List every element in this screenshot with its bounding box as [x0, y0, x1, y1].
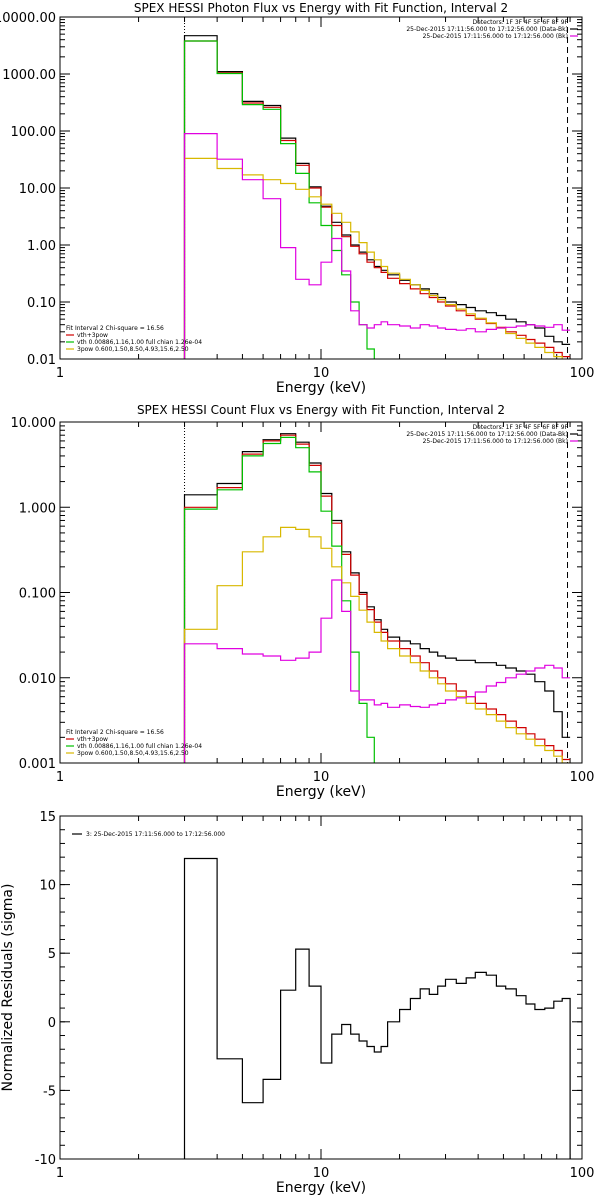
- legend-bottomleft-text: vth 0.00886,1.16,1.00 full chian 1.26e-0…: [77, 339, 202, 346]
- legend-bottomleft-text: vth 0.00886,1.16,1.00 full chian 1.26e-0…: [77, 743, 202, 750]
- chart-title: SPEX HESSI Count Flux vs Energy with Fit…: [137, 403, 505, 417]
- x-tick-label: 100: [570, 366, 595, 381]
- legend-topright-text: 25-Dec-2015 17:11:56.000 to 17:12:56.000…: [406, 431, 568, 438]
- x-tick-label: 1: [56, 770, 64, 785]
- chart-panel-1: SPEX HESSI Photon Flux vs Energy with Fi…: [0, 1, 594, 396]
- series-3pow: [183, 157, 563, 359]
- y-tick-label: 0.01: [27, 353, 56, 368]
- series-vth: [183, 436, 375, 763]
- series-group: [183, 857, 571, 1159]
- series-vth-3pow: [183, 434, 571, 763]
- legend-fit-header: Fit Interval 2 Chi-square = 16.56: [66, 325, 164, 332]
- y-tick-label: 0.010: [19, 672, 56, 687]
- x-axis-label: Energy (keV): [276, 380, 366, 396]
- y-tick-label: 0.001: [19, 757, 56, 772]
- y-tick-label: 10000.00: [0, 11, 56, 26]
- legend-topright-text: Detectors: 1F 3F 4F 5F 6F 8F 9F: [472, 19, 568, 26]
- y-tick-label: 0.10: [27, 296, 56, 311]
- y-tick-label: 1.000: [19, 501, 56, 516]
- y-tick-label: 15: [39, 810, 56, 825]
- x-tick-label: 10: [313, 1166, 330, 1181]
- series-group: [183, 35, 571, 359]
- series-bk: [183, 133, 571, 359]
- x-tick-label: 1: [56, 366, 64, 381]
- legend-bottomleft-text: 3pow 0.600,1.50,8.50,4.93,15.6,2.50: [77, 750, 189, 757]
- legend-bottomleft-text: vth+3pow: [77, 332, 108, 339]
- legend-fit-header: Fit Interval 2 Chi-square = 16.56: [66, 729, 164, 736]
- x-tick-label: 10: [313, 770, 330, 785]
- x-tick-label: 1: [56, 1166, 64, 1181]
- legend-topright-text: 25-Dec-2015 17:11:56.000 to 17:12:56.000…: [406, 26, 568, 33]
- series-3pow: [183, 526, 571, 763]
- y-tick-label: 10: [39, 879, 56, 894]
- legend-bottomleft-text: 3pow 0.600,1.50,8.50,4.93,15.6,2.50: [77, 346, 189, 353]
- y-tick-label: 0: [48, 1016, 56, 1031]
- chart-title: SPEX HESSI Photon Flux vs Energy with Fi…: [134, 1, 508, 15]
- plot-frame: [59, 16, 583, 360]
- plot-frame: [59, 815, 583, 1160]
- y-tick-label: 0.100: [19, 587, 56, 602]
- series-group: [183, 433, 571, 763]
- y-tick-label: -10: [35, 1153, 56, 1168]
- y-tick-label: 5: [48, 947, 56, 962]
- legend-topright-text: 25-Dec-2015 17:11:56.000 to 17:12:56.000…: [423, 438, 568, 445]
- series-3-25-dec-2015-17-11-56-000-to-17-12-56-000: [183, 857, 571, 1159]
- legend-topright-text: Detectors: 1F 3F 4F 5F 6F 8F 9F: [472, 424, 568, 431]
- y-tick-label: 1.00: [27, 239, 56, 254]
- y-tick-label: -5: [43, 1084, 56, 1099]
- x-tick-label: 10: [313, 366, 330, 381]
- y-tick-label: 10.00: [19, 182, 56, 197]
- series-bk: [183, 579, 571, 763]
- legend-topright-text: 25-Dec-2015 17:11:56.000 to 17:12:56.000…: [423, 33, 568, 40]
- y-tick-label: 100.00: [11, 125, 57, 140]
- x-axis-label: Energy (keV): [276, 784, 366, 800]
- y-tick-label: 1000.00: [2, 68, 56, 83]
- x-axis-label: Energy (keV): [276, 1180, 366, 1196]
- plot-frame: [59, 421, 583, 764]
- y-tick-label: 10.000: [11, 416, 57, 431]
- legend-topleft-text: 3: 25-Dec-2015 17:11:56.000 to 17:12:56.…: [86, 831, 225, 838]
- x-tick-label: 100: [570, 770, 595, 785]
- y-axis-label: Normalized Residuals (sigma): [0, 884, 16, 1092]
- legend-bottomleft-text: vth+3pow: [77, 736, 108, 743]
- series-vth: [183, 40, 375, 359]
- x-tick-label: 100: [570, 1166, 595, 1181]
- chart-panel-3: 1 10 100 Energy (keV) -10 -5 0 5 10 15 Normalized …: [0, 810, 594, 1196]
- chart-panel-2: SPEX HESSI Count Flux vs Energy with Fit…: [11, 403, 595, 800]
